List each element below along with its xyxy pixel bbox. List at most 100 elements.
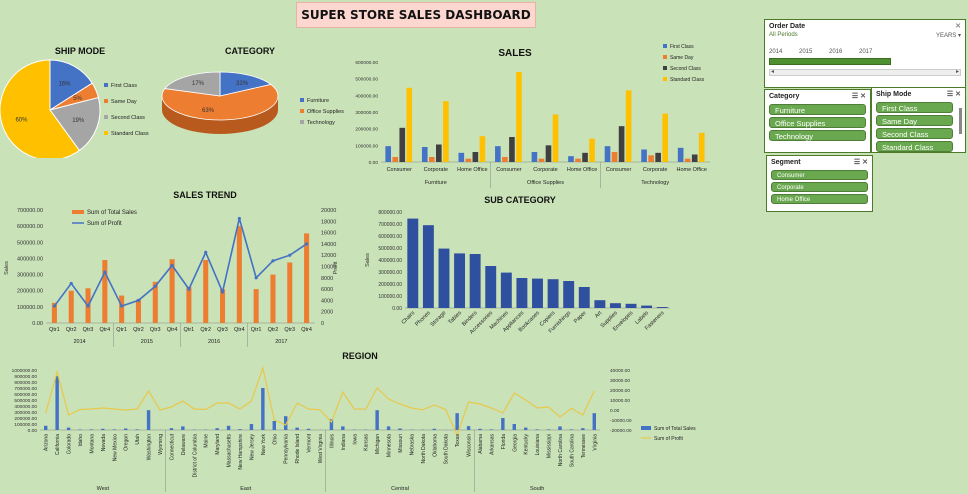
trend-profit-point-12 bbox=[254, 276, 258, 280]
trend-bar-11 bbox=[236, 226, 242, 323]
region-state-label-24: West Virginia bbox=[318, 434, 324, 463]
trend-y-tick-2: 200000.00 bbox=[17, 289, 43, 295]
region-state-label-38: Alabama bbox=[478, 434, 484, 454]
order-date-slicer[interactable]: Order Date ✕ All Periods YEARS ▾ 2014 20… bbox=[764, 19, 966, 88]
region-bar-2 bbox=[66, 427, 71, 430]
region-bar-26 bbox=[341, 426, 345, 430]
region-group-label-2: Central bbox=[391, 486, 409, 492]
category-item-furniture[interactable]: Furniture bbox=[769, 104, 866, 115]
subcat-y-label: Sales bbox=[365, 253, 371, 267]
region-state-label-43: Louisiana bbox=[535, 434, 541, 456]
sales-y-tick-2: 200000.00 bbox=[355, 127, 378, 133]
trend-profit-point-8 bbox=[187, 287, 191, 291]
sales-bar-2-5 bbox=[582, 152, 588, 162]
multi-select-icon[interactable]: ☰ bbox=[853, 159, 861, 166]
sales-bar-2-7 bbox=[655, 152, 661, 162]
region-state-label-6: New Mexico bbox=[112, 434, 118, 461]
trend-bar-15 bbox=[304, 233, 310, 323]
trend-y2-tick-1: 2000 bbox=[321, 310, 333, 316]
sales-bar-3-8 bbox=[698, 132, 705, 162]
trend-quarter-label-10: Qtr3 bbox=[217, 327, 228, 333]
slicer-scrollbar[interactable] bbox=[959, 108, 962, 134]
region-bar-22 bbox=[295, 427, 299, 430]
segment-item-home-office[interactable]: Home Office bbox=[771, 194, 868, 204]
category-slicer-title: Category bbox=[769, 92, 800, 100]
ship-mode-slicer[interactable]: Ship Mode ☰ ✕ First Class Same Day Second… bbox=[871, 87, 966, 153]
year-2014[interactable]: 2014 bbox=[769, 49, 783, 55]
sales-y-tick-6: 600000.00 bbox=[355, 60, 378, 66]
region-bar-23 bbox=[306, 428, 311, 430]
multi-select-icon[interactable]: ☰ bbox=[851, 93, 859, 100]
dashboard-title: SUPER STORE SALES DASHBOARD bbox=[296, 2, 536, 28]
region-state-label-29: Michigan bbox=[375, 434, 381, 454]
category-legend-swatch-1 bbox=[300, 109, 304, 113]
category-slicer[interactable]: Category ☰ ✕ Furniture Office Supplies Te… bbox=[764, 89, 871, 153]
sales-bar-3-5 bbox=[589, 138, 595, 162]
sales-bar-3-1 bbox=[443, 101, 449, 162]
region-bar-47 bbox=[581, 428, 585, 430]
region-y-tick-10: 1000000.00 bbox=[12, 368, 38, 374]
region-state-label-19: New York bbox=[261, 434, 267, 456]
sales-trend-chart: 0.00 100000.00 200000.00 300000.00 400000.00… bbox=[4, 208, 339, 347]
segment-slicer-header: Segment ☰ ✕ bbox=[767, 156, 872, 168]
segment-slicer[interactable]: Segment ☰ ✕ Consumer Corporate Home Offic… bbox=[766, 155, 873, 212]
region-y-tick-3: 300000.00 bbox=[14, 410, 37, 416]
trend-profit-line bbox=[53, 218, 308, 308]
sales-bar-1-3 bbox=[502, 157, 508, 162]
region-state-label-47: Tennessee bbox=[581, 434, 587, 458]
trend-profit-point-1 bbox=[69, 281, 73, 286]
subcat-category-label-12: Art bbox=[594, 310, 604, 320]
trend-quarter-label-15: Qtr4 bbox=[301, 327, 312, 333]
category-item-technology[interactable]: Technology bbox=[769, 130, 866, 141]
subcat-bar-11 bbox=[578, 287, 590, 308]
clear-filter-icon[interactable]: ✕ bbox=[955, 23, 961, 30]
year-2017[interactable]: 2017 bbox=[859, 49, 873, 55]
clear-filter-icon[interactable]: ✕ bbox=[955, 91, 961, 98]
trend-quarter-label-2: Qtr3 bbox=[83, 327, 94, 333]
sales-bar-0-0 bbox=[385, 146, 392, 162]
clear-filter-icon[interactable]: ✕ bbox=[862, 159, 868, 166]
trend-y2-tick-8: 16000 bbox=[321, 231, 336, 237]
timeline-scrollbar[interactable]: ◂ ▸ bbox=[769, 69, 961, 76]
year-2015[interactable]: 2015 bbox=[799, 49, 813, 55]
sales-bar-0-6 bbox=[604, 146, 611, 162]
segment-item-consumer[interactable]: Consumer bbox=[771, 170, 868, 180]
order-date-level[interactable]: YEARS ▾ bbox=[935, 33, 961, 39]
subcat-bar-6 bbox=[500, 272, 512, 308]
sales-bar-0-5 bbox=[568, 156, 574, 162]
clear-filter-icon[interactable]: ✕ bbox=[860, 93, 866, 100]
ship-mode-item-first-class[interactable]: First Class bbox=[876, 102, 953, 113]
scroll-left-icon[interactable]: ◂ bbox=[771, 69, 775, 75]
segment-item-corporate[interactable]: Corporate bbox=[771, 182, 868, 192]
region-state-label-5: Nevada bbox=[101, 434, 107, 451]
ship-mode-item-same-day[interactable]: Same Day bbox=[876, 115, 953, 126]
category-item-office-supplies[interactable]: Office Supplies bbox=[769, 117, 866, 128]
trend-profit-point-13 bbox=[271, 259, 275, 263]
ship-mode-legend-label-3: Standard Class bbox=[111, 131, 149, 137]
region-y-tick-0: 0.00 bbox=[28, 428, 38, 434]
region-bar-39 bbox=[489, 429, 494, 430]
region-bar-18 bbox=[249, 424, 254, 430]
sales-bar-1-8 bbox=[684, 158, 691, 162]
category-legend-label-1: Office Supplies bbox=[307, 109, 344, 115]
region-y2-tick-3: 10000.00 bbox=[610, 398, 630, 404]
trend-bar-3 bbox=[102, 260, 108, 323]
trend-profit-point-15 bbox=[304, 242, 309, 246]
scroll-right-icon[interactable]: ▸ bbox=[955, 69, 959, 75]
subcat-bar-3 bbox=[454, 253, 466, 308]
trend-bar-9 bbox=[203, 260, 209, 323]
region-bar-37 bbox=[466, 426, 471, 430]
trend-quarter-label-0: Qtr1 bbox=[49, 327, 60, 333]
multi-select-icon[interactable]: ☰ bbox=[946, 91, 954, 98]
ship-mode-slice-label-3: 60% bbox=[15, 117, 28, 123]
ship-mode-item-second-class[interactable]: Second Class bbox=[876, 128, 953, 139]
timeline-selection-bar[interactable] bbox=[769, 58, 891, 65]
trend-quarter-label-14: Qtr3 bbox=[284, 327, 295, 333]
year-2016[interactable]: 2016 bbox=[829, 49, 843, 55]
region-state-label-4: Montana bbox=[89, 434, 95, 454]
region-state-label-0: Arizona bbox=[44, 434, 50, 451]
ship-mode-title: SHIP MODE bbox=[54, 46, 106, 56]
category-slice-label-2: 17% bbox=[192, 81, 205, 87]
sales-segment-label-6: Consumer bbox=[606, 167, 632, 173]
ship-mode-item-standard-class[interactable]: Standard Class bbox=[876, 141, 953, 152]
